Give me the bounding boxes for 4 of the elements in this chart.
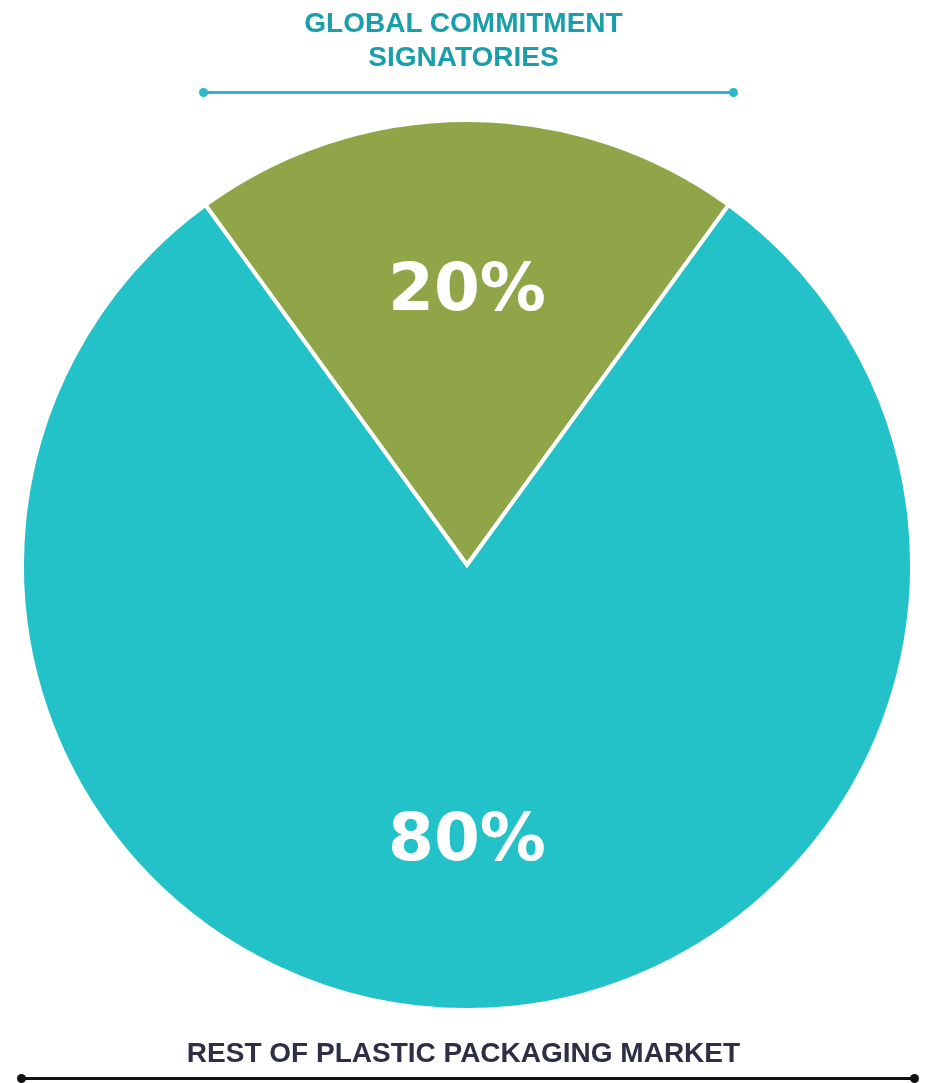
data-label: 20% (388, 249, 546, 326)
data-label: 80% (388, 799, 546, 876)
slice-label: GLOBAL COMMITMENT SIGNATORIES (303, 6, 624, 74)
slice-label: REST OF PLASTIC PACKAGING MARKET (185, 1036, 742, 1070)
